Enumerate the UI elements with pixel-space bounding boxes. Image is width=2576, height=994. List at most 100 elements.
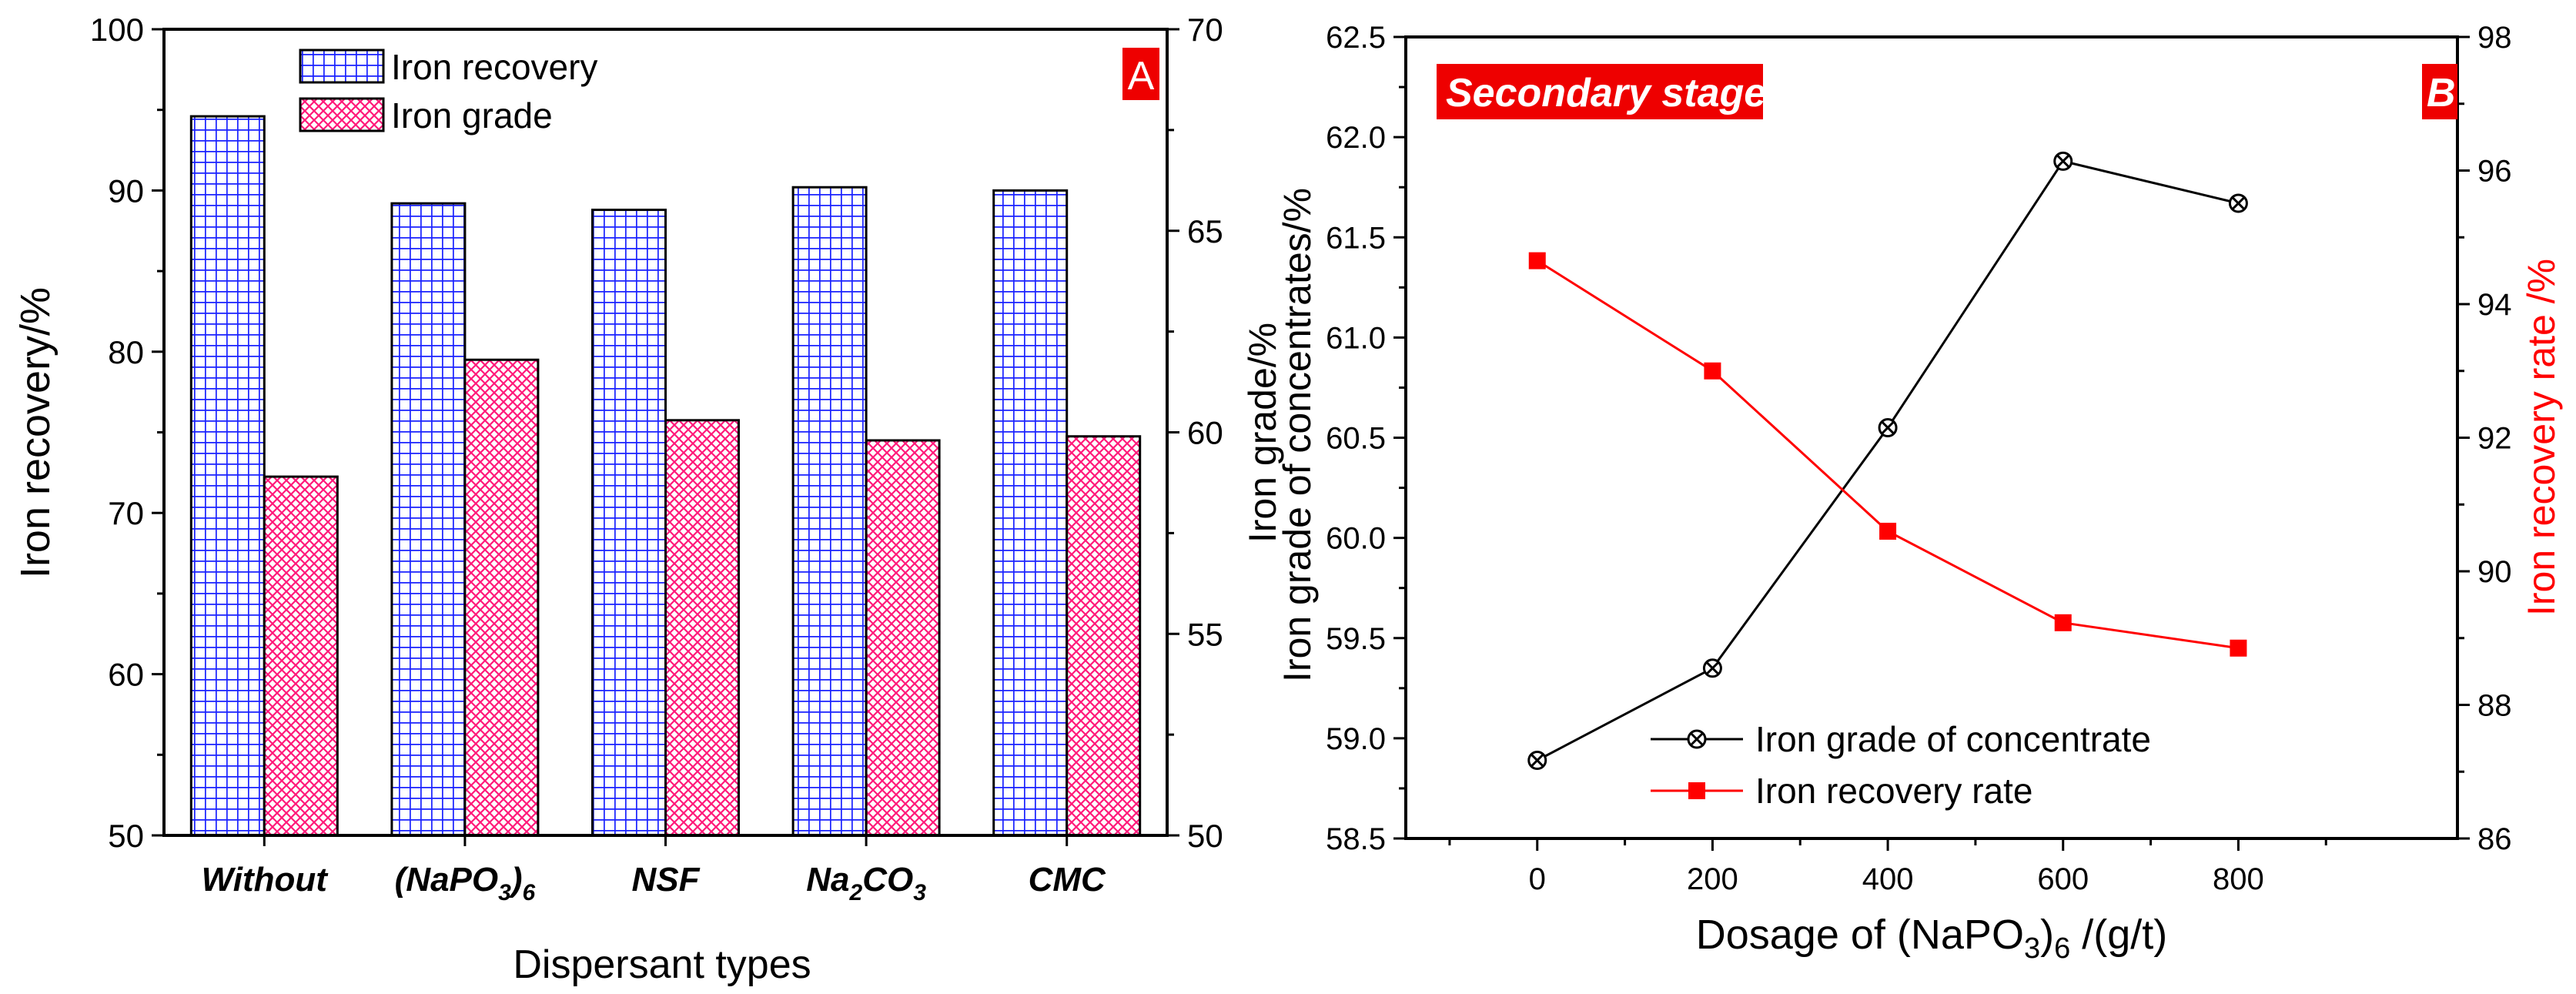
y-tick-label: 80 (108, 334, 144, 370)
legend-marker-recovery (1688, 782, 1705, 799)
y-tick-label: 62.5 (1326, 21, 1386, 55)
y-axis-ticks: 58.5 59.0 59.5 60.0 60.5 61.0 61.5 62.0 62.5 (1326, 21, 1406, 856)
bar-iron-recovery (591, 209, 667, 837)
bar-iron-recovery (992, 189, 1069, 837)
series-line-iron-recovery (1536, 259, 2239, 650)
y-tick-label: 61.5 (1326, 221, 1386, 255)
y-tick-label: 60 (108, 657, 144, 693)
bar-group (189, 115, 1142, 837)
y-tick-label: 59.5 (1326, 622, 1386, 656)
x-title-tail: ) (2040, 912, 2054, 958)
bar-iron-grade (463, 358, 540, 837)
legend-swatch-recovery (299, 49, 385, 84)
x-tick-label: (NaPO3)6 (395, 861, 536, 905)
legend: Iron grade of concentrate Iron recovery … (1651, 719, 2151, 811)
x-tick-label: 0 (1529, 862, 1546, 896)
x-tick-label-tail: ) (508, 861, 523, 899)
y-tick-label: 50 (108, 818, 144, 854)
y-tick-label: 100 (90, 12, 144, 48)
x-tick-label-main: CMC (1029, 861, 1106, 899)
x-axis-ticks: Without (NaPO3)6 NSF Na2CO3 CMC (202, 835, 1106, 905)
y-right-tick-label: 96 (2477, 155, 2512, 189)
y-right-tick-label: 86 (2477, 822, 2512, 856)
x-tick-label: 400 (1862, 862, 1914, 896)
data-point-iron-recovery (1704, 362, 1721, 380)
y-right-tick-label: 94 (2477, 288, 2512, 322)
x-tick-label: 200 (1687, 862, 1738, 896)
y-tick-label: 60.0 (1326, 522, 1386, 556)
annotation-box (1437, 64, 1763, 119)
x-title-sub2: 6 (2054, 932, 2070, 965)
bar-iron-grade (664, 419, 740, 837)
marker-cross (2231, 196, 2246, 211)
y-right-tick-label: 70 (1187, 12, 1223, 48)
series-lines (1527, 151, 2248, 771)
y-right-tick-label: 92 (2477, 422, 2512, 456)
marker-cross (1705, 661, 1720, 675)
y-axis-right-title: Iron recovery rate /% (2520, 259, 2563, 616)
legend-label-recovery: Iron recovery (391, 47, 597, 87)
bar-iron-recovery (390, 202, 467, 837)
annotation-text: Secondary stage (1446, 71, 1766, 115)
data-point-iron-grade (1878, 417, 1898, 437)
x-tick-label-tail: CO (862, 861, 913, 899)
data-point-iron-recovery (1879, 522, 1897, 540)
x-tick-label: Without (202, 861, 330, 899)
panel-label: B (2427, 71, 2456, 115)
x-title-main: Dosage of (NaPO (1696, 912, 2024, 958)
data-point-iron-grade (2053, 151, 2073, 171)
x-tick-label: 800 (2213, 862, 2264, 896)
panel-b-chart: 58.5 59.0 59.5 60.0 60.5 61.0 61.5 62.0 62.5 86 8… (1276, 21, 2563, 965)
x-tick-label-main: Na (806, 861, 849, 899)
x-tick-label-sub: 3 (913, 880, 926, 905)
y-right-tick-label: 98 (2477, 21, 2512, 55)
y-tick-label: 90 (108, 172, 144, 209)
bar-iron-grade (1066, 435, 1142, 837)
panel-label-box (2422, 64, 2457, 119)
y-right-tick-label: 50 (1187, 818, 1223, 854)
x-tick-label: CMC (1029, 861, 1106, 899)
x-title-end: /(g/t) (2070, 912, 2167, 958)
plot-frame (1404, 35, 2459, 840)
y-right-tick-label: 88 (2477, 689, 2512, 723)
x-tick-label: 600 (2037, 862, 2089, 896)
legend-label-grade: Iron grade of concentrate (1755, 719, 2151, 759)
bar-iron-recovery (189, 115, 266, 837)
y-right-tick-label: 55 (1187, 616, 1223, 652)
y-tick-label: 62.0 (1326, 121, 1386, 155)
x-axis-title: Dispersant types (513, 942, 811, 987)
y-tick-label: 61.0 (1326, 321, 1386, 355)
y-axis-title: Iron recovery/% (12, 287, 59, 578)
series-line-iron-grade (1537, 159, 2239, 761)
y-tick-label: 60.5 (1326, 422, 1386, 456)
data-point-iron-grade (1702, 658, 1722, 678)
marker-cross (1530, 753, 1544, 768)
panel-label-box (1122, 48, 1159, 100)
y-tick-label: 58.5 (1326, 822, 1386, 856)
bar-iron-recovery (791, 186, 868, 837)
y-axis-right-title: Iron grade/% (1241, 323, 1284, 543)
y-tick-label: 59.0 (1326, 722, 1386, 756)
x-axis-ticks: 0 200 400 600 800 (1448, 838, 2327, 896)
x-tick-label-main: (NaPO (395, 861, 498, 899)
legend-label-grade: Iron grade (391, 95, 553, 136)
x-tick-label: Na2CO3 (806, 861, 926, 905)
x-tick-label-main: Without (202, 861, 330, 899)
y-right-tick-label: 65 (1187, 213, 1223, 249)
legend-label-recovery: Iron recovery rate (1755, 771, 2032, 811)
data-point-iron-grade (2228, 193, 2248, 213)
panel-label: A (1128, 54, 1155, 99)
legend-marker-grade (1687, 729, 1707, 749)
data-point-iron-recovery (2054, 614, 2072, 631)
marker-cross (1881, 420, 1895, 435)
bar-iron-grade (865, 439, 941, 837)
data-point-iron-grade (1527, 751, 1547, 771)
y-axis-right-ticks: 50 55 60 65 70 (1167, 12, 1223, 854)
x-tick-label-sub: 3 (498, 880, 511, 905)
data-point-iron-recovery (1528, 252, 1546, 269)
x-tick-label-main: NSF (632, 861, 701, 899)
y-axis-title: Iron grade of concentrates/% (1276, 188, 1319, 682)
legend-swatch-grade (299, 97, 385, 132)
